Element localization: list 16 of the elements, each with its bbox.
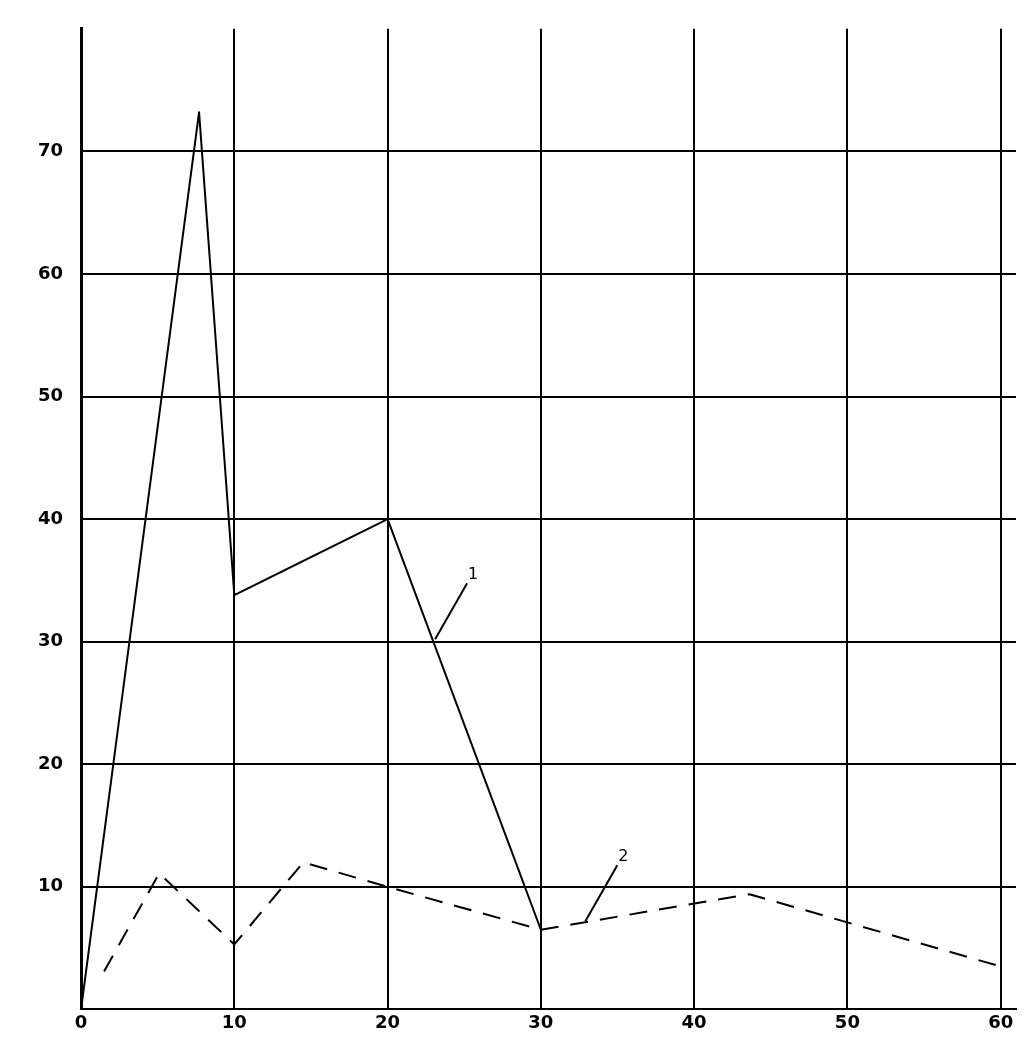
y-tick-label: 60 — [37, 261, 64, 283]
x-tick-label: 20 — [375, 1010, 401, 1032]
y-tick-label: 30 — [37, 629, 64, 651]
y-tick-label: 70 — [37, 139, 64, 161]
y-tick-label: 10 — [37, 874, 64, 896]
x-tick-label: 10 — [221, 1010, 247, 1032]
y-tick-label: 40 — [37, 506, 64, 528]
x-tick-label: 30 — [528, 1010, 554, 1032]
x-tick-label: 40 — [681, 1010, 707, 1032]
annotation: 2 — [618, 846, 629, 866]
x-tick-label: 0 — [74, 1010, 88, 1032]
annotation: 1 — [468, 564, 479, 584]
x-tick-label: 50 — [834, 1010, 860, 1032]
y-tick-label: 20 — [37, 751, 64, 773]
y-tick-label: 50 — [37, 384, 64, 406]
x-tick-label: 60 — [988, 1010, 1014, 1032]
